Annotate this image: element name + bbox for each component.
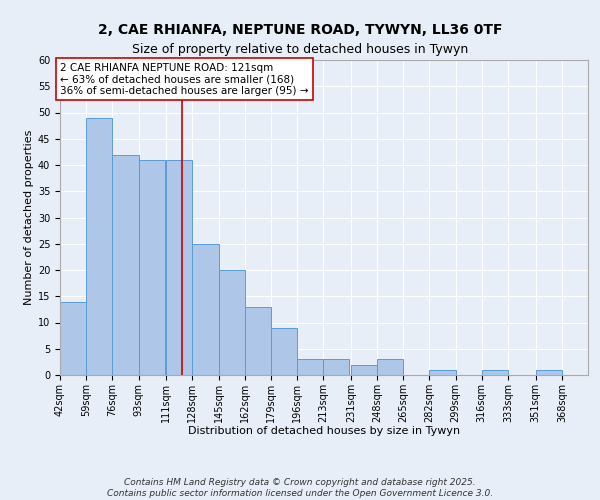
Bar <box>139 160 164 375</box>
Text: Size of property relative to detached houses in Tywyn: Size of property relative to detached ho… <box>132 42 468 56</box>
Bar <box>482 370 508 375</box>
Bar <box>271 328 297 375</box>
Bar <box>430 370 455 375</box>
Bar <box>86 118 112 375</box>
Bar <box>218 270 245 375</box>
Bar <box>245 306 271 375</box>
Bar <box>193 244 218 375</box>
Y-axis label: Number of detached properties: Number of detached properties <box>23 130 34 305</box>
Bar <box>166 160 193 375</box>
Text: Contains HM Land Registry data © Crown copyright and database right 2025.
Contai: Contains HM Land Registry data © Crown c… <box>107 478 493 498</box>
Bar <box>536 370 562 375</box>
X-axis label: Distribution of detached houses by size in Tywyn: Distribution of detached houses by size … <box>188 426 460 436</box>
Bar <box>377 359 403 375</box>
Bar <box>60 302 86 375</box>
Text: 2 CAE RHIANFA NEPTUNE ROAD: 121sqm
← 63% of detached houses are smaller (168)
36: 2 CAE RHIANFA NEPTUNE ROAD: 121sqm ← 63%… <box>60 62 308 96</box>
Bar <box>112 154 139 375</box>
Bar <box>297 359 323 375</box>
Bar <box>351 364 377 375</box>
Bar <box>323 359 349 375</box>
Text: 2, CAE RHIANFA, NEPTUNE ROAD, TYWYN, LL36 0TF: 2, CAE RHIANFA, NEPTUNE ROAD, TYWYN, LL3… <box>98 22 502 36</box>
